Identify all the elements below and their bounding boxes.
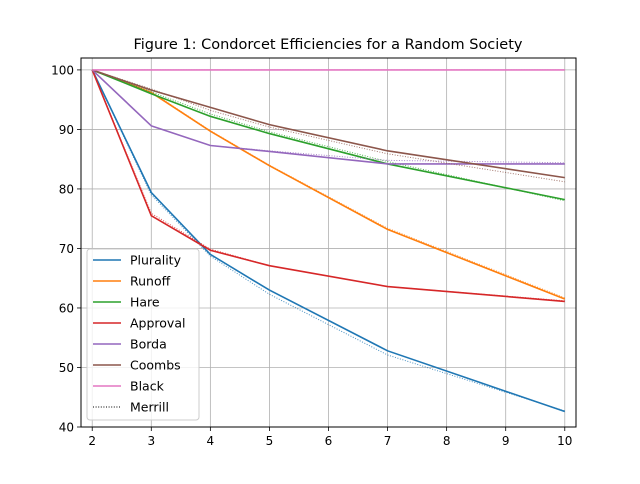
- y-tick-label: 80: [59, 182, 74, 196]
- legend-label: Black: [130, 379, 165, 394]
- series-line-hare: [91, 69, 565, 201]
- y-tick-label: 70: [59, 242, 74, 256]
- legend-label: Hare: [130, 295, 160, 310]
- x-tick-label: 2: [88, 434, 96, 448]
- x-tick-label: 4: [207, 434, 215, 448]
- y-tick-label: 50: [59, 361, 74, 375]
- y-tick-label: 90: [59, 123, 74, 137]
- x-tick-label: 3: [147, 434, 155, 448]
- series-line-approval: [91, 69, 565, 303]
- axis-ticks: 2 3 4 5 6 7 8 9 10 40 50 60 70 80 90 100: [51, 63, 572, 448]
- legend-label: Coombs: [130, 358, 181, 373]
- x-tick-label: 9: [502, 434, 510, 448]
- legend-label: Runoff: [130, 274, 171, 289]
- series-line-borda: [91, 69, 565, 165]
- legend-label: Merrill: [130, 400, 169, 415]
- x-tick-label: 8: [443, 434, 451, 448]
- legend-box: [86, 248, 200, 421]
- y-tick-label: 60: [59, 301, 74, 315]
- x-tick-label: 7: [384, 434, 392, 448]
- x-tick-label: 5: [266, 434, 274, 448]
- legend: Plurality Runoff Hare Approval Borda Coombs Bl…: [86, 248, 200, 421]
- series-line-plurality: [91, 69, 566, 413]
- plot-lines: [91, 69, 566, 413]
- y-tick-label: 100: [51, 63, 74, 77]
- legend-label: Plurality: [130, 253, 182, 268]
- y-tick-label: 40: [59, 421, 74, 435]
- merrill-line-plurality: [91, 69, 565, 412]
- legend-label: Borda: [130, 337, 167, 352]
- legend-label: Approval: [130, 316, 185, 331]
- x-tick-label: 10: [557, 434, 572, 448]
- merrill-line-hare: [92, 69, 565, 202]
- series-line-coombs: [91, 69, 565, 179]
- chart-title: Figure 1: Condorcet Efficiencies for a R…: [133, 37, 522, 53]
- x-tick-label: 6: [325, 434, 333, 448]
